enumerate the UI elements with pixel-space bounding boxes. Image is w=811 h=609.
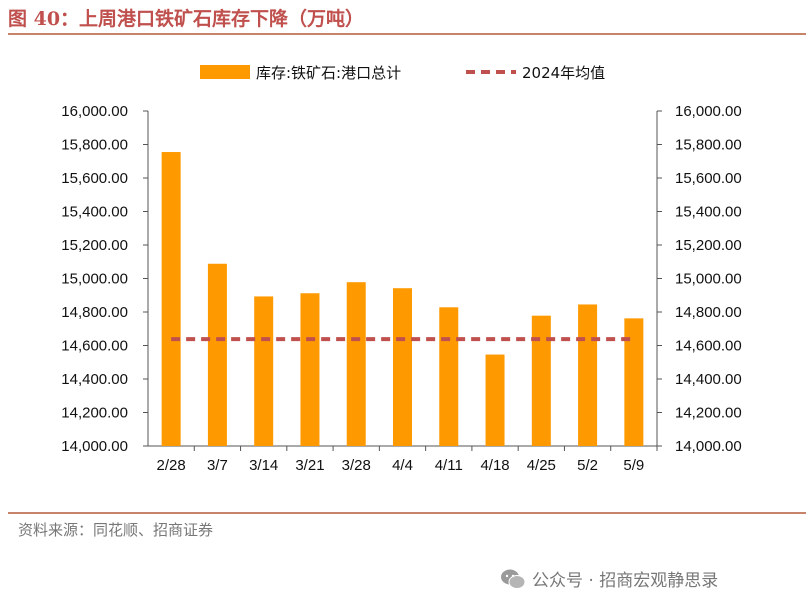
legend-label-average: 2024年均值: [522, 64, 605, 82]
figure-title: 图 40：上周港口铁矿石库存下降（万吨）: [8, 8, 365, 30]
bar: [531, 315, 551, 446]
watermark: 公众号 · 招商宏观静思录: [500, 566, 718, 591]
right-y-tick-label: 14,000.00: [675, 438, 742, 455]
right-y-tick-label: 15,400.00: [675, 204, 742, 221]
x-tick-label: 5/2: [577, 457, 598, 474]
x-tick-label: 4/4: [392, 457, 413, 474]
right-y-tick-label: 15,200.00: [675, 237, 742, 254]
right-y-tick-label: 16,000.00: [675, 103, 742, 120]
bar: [439, 307, 459, 446]
left-y-tick-label: 15,200.00: [61, 237, 128, 254]
x-tick-label: 3/28: [342, 457, 371, 474]
top-rule: [8, 33, 806, 35]
x-tick-label: 2/28: [157, 457, 186, 474]
left-y-tick-label: 14,800.00: [61, 304, 128, 321]
legend-label-inventory: 库存:铁矿石:港口总计: [256, 64, 401, 82]
right-y-tick-label: 14,400.00: [675, 371, 742, 388]
x-tick-label: 5/9: [623, 457, 644, 474]
bar: [393, 288, 412, 446]
left-y-tick-label: 15,000.00: [61, 271, 128, 288]
bar: [300, 293, 320, 446]
x-tick-label: 4/11: [435, 457, 463, 474]
left-y-tick-label: 15,400.00: [61, 204, 128, 221]
x-tick-label: 3/7: [207, 457, 228, 474]
right-y-tick-label: 15,600.00: [675, 170, 742, 187]
left-y-tick-label: 15,600.00: [61, 170, 128, 187]
watermark-text: 公众号 · 招商宏观静思录: [532, 571, 719, 591]
left-y-tick-label: 14,200.00: [61, 405, 128, 422]
right-y-tick-label: 14,200.00: [675, 405, 742, 422]
right-y-tick-label: 15,000.00: [675, 271, 742, 288]
bar-chart: 14,000.00 14,000.00 14,200.00 14,200.00 14,4…: [61, 64, 742, 474]
right-y-tick-label: 15,800.00: [675, 137, 742, 154]
right-y-tick-label: 14,800.00: [675, 304, 742, 321]
bar: [346, 282, 366, 446]
bar: [578, 304, 598, 446]
bar: [161, 152, 181, 446]
right-y-tick-label: 14,600.00: [675, 338, 742, 355]
wechat-icon: [501, 569, 526, 589]
bottom-rule: [8, 512, 806, 514]
bar: [207, 263, 227, 446]
left-y-tick-label: 14,400.00: [61, 371, 128, 388]
x-tick-label: 4/25: [527, 457, 556, 474]
left-y-tick-label: 14,000.00: [61, 438, 128, 455]
x-tick-label: 4/18: [480, 457, 509, 474]
left-y-tick-label: 16,000.00: [61, 103, 128, 120]
x-tick-label: 3/21: [295, 457, 324, 474]
bar: [624, 318, 644, 446]
source-note: 资料来源：同花顺、招商证券: [18, 521, 214, 539]
bar: [485, 354, 505, 446]
left-y-tick-label: 14,600.00: [61, 338, 128, 355]
legend-swatch-inventory: [200, 65, 250, 79]
x-tick-label: 3/14: [249, 457, 278, 474]
bar: [254, 296, 274, 446]
left-y-tick-label: 15,800.00: [61, 137, 128, 154]
